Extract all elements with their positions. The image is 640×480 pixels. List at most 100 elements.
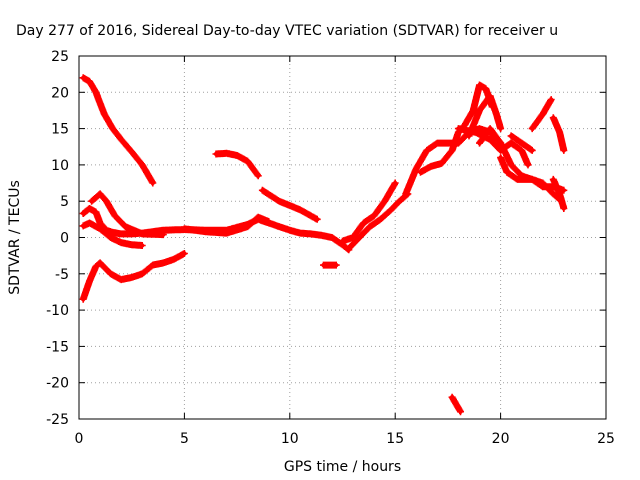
data-point — [483, 86, 488, 91]
data-point — [403, 191, 408, 197]
data-point — [81, 75, 86, 81]
data-point — [557, 130, 562, 135]
data-point — [87, 220, 92, 226]
data-point — [445, 140, 451, 146]
data-point — [119, 277, 124, 282]
data-point — [97, 226, 103, 231]
data-point — [213, 151, 219, 157]
y-tick-label: 20 — [51, 85, 69, 101]
data-point — [119, 240, 124, 245]
data-point — [530, 177, 535, 182]
data-point — [561, 206, 566, 211]
series-13 — [417, 81, 496, 176]
series-21 — [549, 175, 568, 212]
data-point — [329, 235, 335, 240]
data-point — [277, 199, 282, 204]
data-point — [129, 149, 134, 154]
data-point — [110, 230, 115, 235]
data-point — [515, 177, 520, 182]
data-point — [140, 243, 145, 248]
y-tick-label: -15 — [46, 339, 69, 355]
series-22 — [448, 393, 464, 416]
data-point — [346, 246, 351, 251]
x-tick-label: 0 — [75, 431, 84, 447]
data-point — [540, 184, 545, 189]
data-point — [182, 251, 187, 256]
y-tick-label: 10 — [51, 158, 69, 174]
data-point — [471, 108, 476, 113]
data-point — [161, 260, 166, 266]
data-point — [557, 191, 562, 197]
data-point — [418, 170, 423, 175]
data-point — [171, 257, 177, 262]
data-point — [108, 235, 113, 240]
data-point — [498, 140, 503, 146]
data-point — [508, 133, 514, 139]
data-point — [81, 223, 86, 229]
data-point — [530, 148, 535, 153]
data-point — [508, 162, 514, 168]
data-point — [182, 226, 187, 231]
data-point — [123, 224, 128, 229]
data-point — [260, 188, 265, 193]
data-point — [161, 232, 166, 237]
data-point — [519, 148, 524, 153]
data-point — [87, 79, 92, 84]
data-point — [350, 235, 356, 240]
series-markers — [79, 74, 157, 187]
series-15 — [454, 125, 532, 169]
data-point — [428, 164, 434, 169]
data-point — [87, 278, 92, 284]
axis-ticks: 0 5 10 15 20 25 25 20 15 10 5 0 -5 -10 -15 -20 -25 — [46, 49, 615, 447]
data-point — [498, 126, 503, 131]
data-point — [224, 151, 229, 156]
y-tick-label: -25 — [46, 412, 69, 428]
data-point — [102, 111, 107, 117]
data-point — [466, 133, 472, 139]
data-point — [129, 242, 134, 247]
data-point — [551, 191, 556, 197]
series-10 — [339, 179, 399, 245]
data-point — [97, 191, 103, 197]
series-7 — [212, 149, 262, 180]
data-point — [561, 148, 566, 153]
data-point — [119, 137, 124, 142]
data-point — [473, 130, 478, 135]
data-point — [87, 206, 92, 211]
x-axis-label: GPS time / hours — [284, 459, 401, 475]
data-point — [129, 275, 134, 280]
data-point — [435, 140, 440, 146]
data-point — [277, 224, 282, 229]
data-point — [104, 199, 109, 204]
data-point — [477, 140, 482, 146]
data-point — [371, 213, 377, 218]
data-point — [487, 93, 493, 99]
chart-title: Day 277 of 2016, Sidereal Day-to-day VTE… — [16, 23, 558, 39]
data-point — [81, 297, 86, 302]
y-axis-label: SDTVAR / TECUs — [7, 180, 23, 295]
data-point — [424, 148, 429, 153]
data-point — [530, 126, 535, 131]
data-point — [367, 224, 373, 229]
y-tick-label: 15 — [51, 122, 69, 138]
data-point — [449, 148, 455, 153]
data-point — [498, 155, 503, 160]
series-6 — [180, 213, 273, 237]
series-markers — [345, 190, 412, 252]
data-point — [540, 111, 545, 117]
y-tick-label: -20 — [46, 376, 69, 392]
y-tick-label: 5 — [60, 194, 69, 210]
data-point — [382, 199, 387, 204]
series-11 — [345, 190, 412, 252]
data-point — [110, 126, 115, 131]
data-point — [112, 213, 118, 218]
data-point — [256, 215, 261, 220]
data-point — [393, 180, 398, 186]
data-point — [245, 224, 250, 229]
series-14 — [465, 92, 505, 140]
data-layer — [79, 74, 568, 416]
data-point — [397, 199, 402, 204]
series-1 — [79, 74, 157, 187]
data-point — [439, 161, 444, 166]
